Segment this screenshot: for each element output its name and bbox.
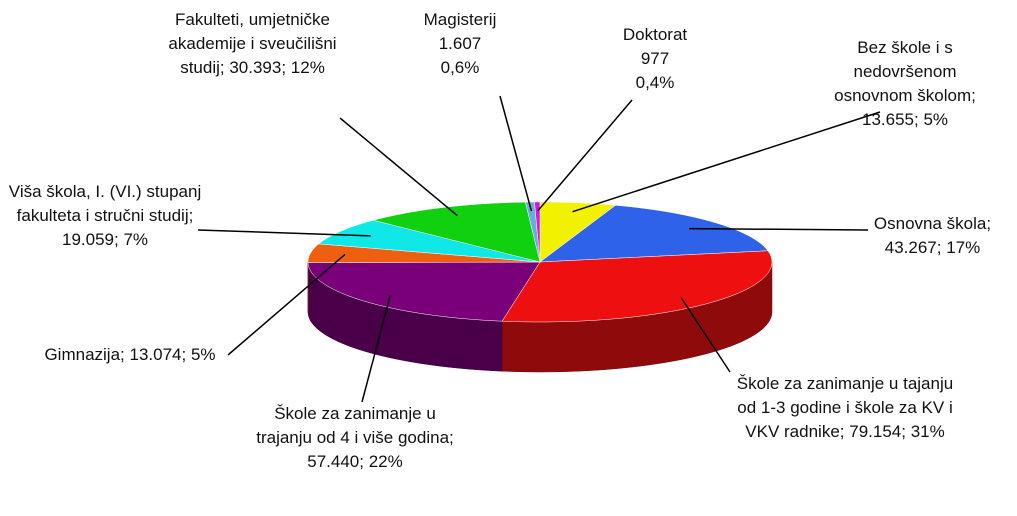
label-part: 977	[640, 49, 670, 68]
label-part: 0,4%	[635, 73, 675, 92]
slice	[534, 201, 541, 263]
label-part: 22%	[368, 452, 403, 471]
slice	[307, 261, 541, 322]
leader-line	[499, 95, 533, 212]
label-part: 13.074	[130, 345, 191, 364]
slice	[307, 243, 541, 263]
slice	[539, 205, 769, 263]
label-part: 13.655	[862, 110, 923, 129]
data-label: Viša škola, I. (VI.) stupanj fakulteta i…	[5, 180, 205, 252]
data-label: Gimnazija13.0745%	[15, 343, 245, 367]
data-label: Magisterij 1.607 0,6%	[410, 8, 510, 80]
label-part: 1.607	[438, 34, 482, 53]
label-part: 31%	[910, 422, 945, 441]
slice	[539, 201, 617, 263]
data-label: Škole za zanimanje u trajanju od 4 i viš…	[255, 402, 455, 474]
leader-line	[537, 99, 633, 212]
data-label: Škole za zanimanje u tajanju od 1-3 godi…	[735, 372, 955, 444]
label-part: Viša škola, I. (VI.) stupanj fakulteta i…	[9, 182, 201, 225]
slice	[318, 219, 541, 263]
slice	[525, 201, 541, 263]
leader-line	[572, 111, 881, 213]
label-part: 79.154	[849, 422, 910, 441]
label-part: Bez škole i s nedovršenom osnovnom školo…	[834, 38, 976, 105]
data-label: Bez škole i s nedovršenom osnovnom školo…	[830, 36, 980, 132]
leader-line	[227, 253, 346, 356]
label-part: 57.440	[307, 452, 368, 471]
leader-line	[339, 117, 458, 217]
label-part: 0,6%	[440, 58, 480, 77]
label-part: 5%	[190, 345, 216, 364]
data-label: Osnovna škola 43.26717%	[850, 212, 1015, 260]
label-part: 43.267	[885, 238, 946, 257]
label-part: Škole za zanimanje u trajanju od 4 i viš…	[256, 404, 454, 447]
label-part: Fakulteti, umjetničke akademije i sveuči…	[168, 10, 336, 77]
label-part: 7%	[123, 230, 149, 249]
leader-line	[197, 229, 371, 237]
leader-line	[361, 295, 392, 403]
label-part: Osnovna škola	[874, 214, 991, 233]
leader-line	[680, 297, 731, 373]
label-part: 19.059	[62, 230, 123, 249]
leader-line	[689, 227, 869, 231]
data-label: Doktorat 977 0,4%	[605, 23, 705, 95]
label-part: 5%	[923, 110, 949, 129]
slice	[373, 201, 541, 263]
label-part: Magisterij	[423, 10, 497, 29]
data-label: Fakulteti, umjetničke akademije i sveuči…	[160, 8, 345, 80]
label-part: 12%	[290, 58, 325, 77]
label-part: Gimnazija	[44, 345, 129, 364]
label-part: 17%	[946, 238, 981, 257]
label-part: Doktorat	[622, 25, 688, 44]
slice	[501, 250, 773, 323]
label-part: 30.393	[229, 58, 290, 77]
